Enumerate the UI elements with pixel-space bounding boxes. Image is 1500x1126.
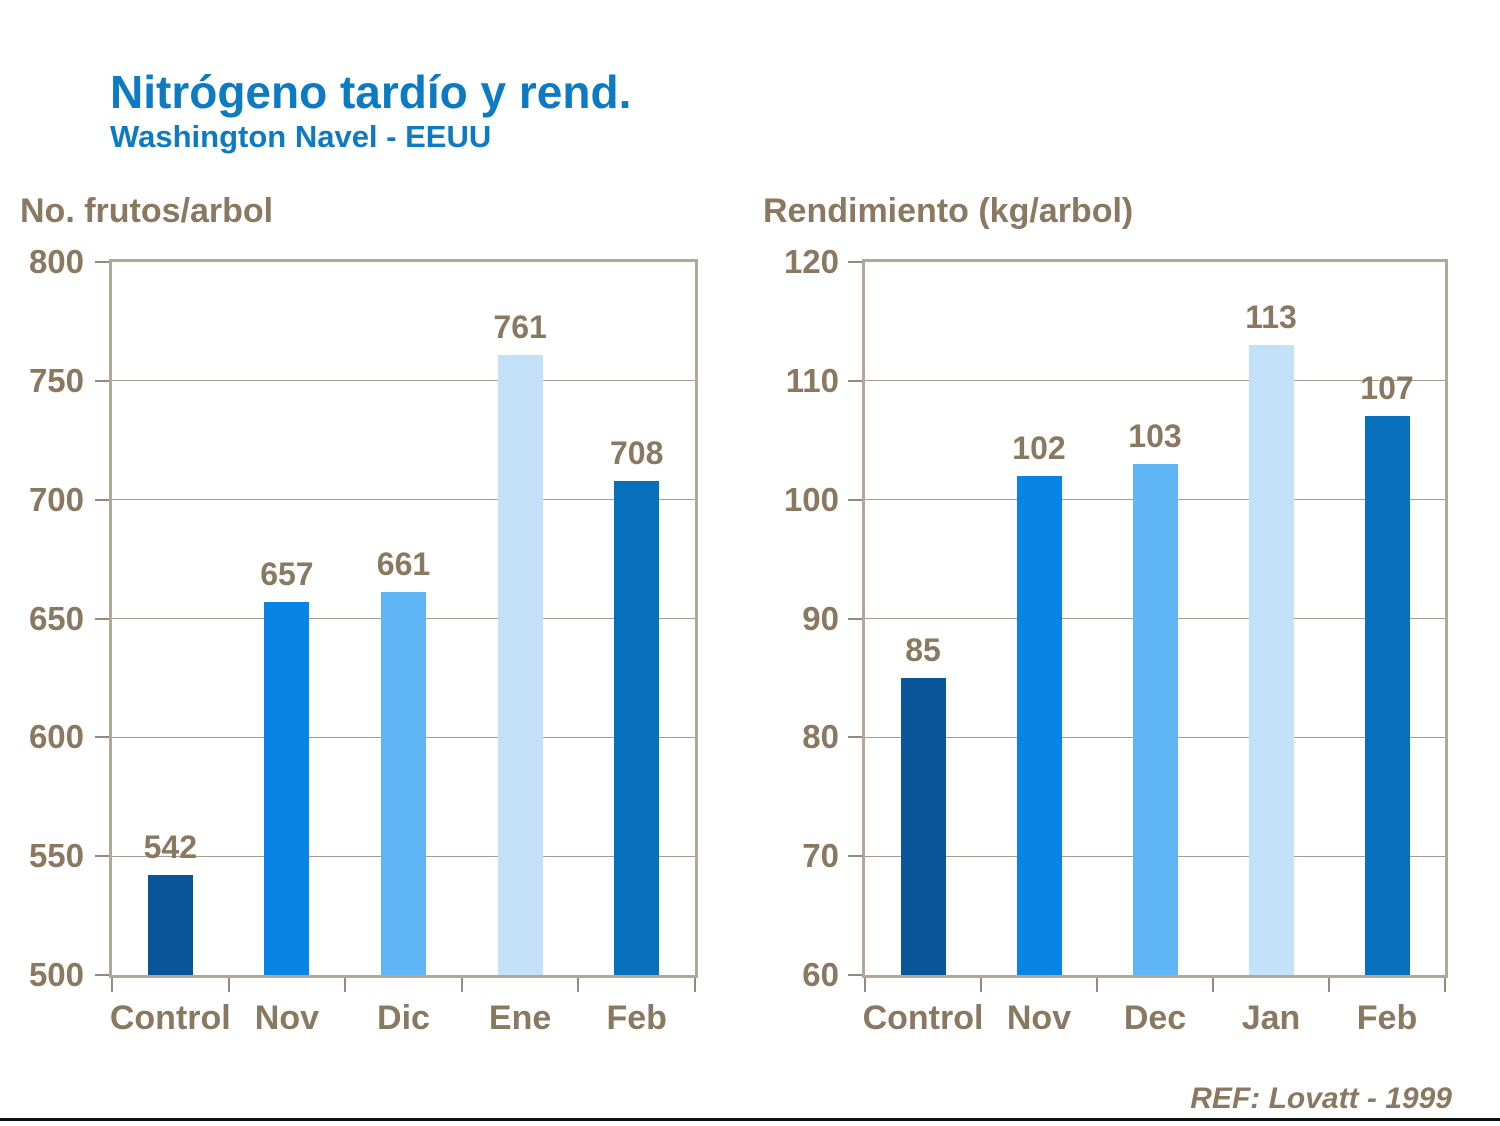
x-axis-category-label: Ene bbox=[488, 999, 552, 1037]
x-axis-tick bbox=[1328, 978, 1330, 992]
bar-ene bbox=[497, 354, 543, 975]
bar-dic bbox=[381, 592, 426, 975]
y-axis-tick bbox=[848, 855, 862, 858]
y-axis-tick bbox=[95, 379, 109, 382]
bar-value-label: 102 bbox=[1012, 429, 1066, 466]
y-axis-tick-label: 550 bbox=[28, 837, 84, 875]
y-axis-tick bbox=[848, 617, 862, 620]
x-axis-tick bbox=[344, 978, 347, 992]
x-axis-category-label: Nov bbox=[1006, 999, 1072, 1037]
bottom-divider-line bbox=[0, 1118, 1500, 1121]
bar-nov bbox=[1016, 475, 1062, 975]
y-axis-tick bbox=[95, 855, 109, 858]
y-axis-tick bbox=[95, 617, 109, 620]
y-axis-tick-label: 100 bbox=[783, 480, 839, 518]
x-axis-tick bbox=[1212, 978, 1214, 992]
plot-area bbox=[862, 259, 1448, 978]
y-axis-tick-label: 750 bbox=[28, 361, 84, 399]
bar-value-label: 113 bbox=[1245, 299, 1297, 336]
y-axis-tick-label: 90 bbox=[802, 599, 839, 637]
x-axis-tick bbox=[460, 978, 463, 992]
x-axis-category-label: Nov bbox=[254, 999, 319, 1037]
y-axis-tick-label: 700 bbox=[28, 480, 84, 518]
x-axis-category-label: Feb bbox=[606, 999, 667, 1037]
reference-citation: REF: Lovatt - 1999 bbox=[1190, 1082, 1452, 1115]
gridline bbox=[112, 380, 695, 382]
plot-area bbox=[109, 259, 698, 978]
bar-dec bbox=[1132, 464, 1178, 975]
x-axis-tick bbox=[111, 978, 113, 992]
y-axis-tick-label: 60 bbox=[802, 956, 839, 993]
page-title: Nitrógeno tardío y rend. bbox=[110, 66, 632, 118]
bar-value-label: 657 bbox=[260, 555, 314, 592]
y-axis-tick bbox=[848, 736, 862, 739]
y-axis-tick bbox=[848, 974, 862, 976]
gridline bbox=[112, 499, 695, 501]
y-axis-tick-label: 650 bbox=[28, 599, 84, 637]
bar-value-label: 85 bbox=[905, 631, 941, 668]
x-axis-tick bbox=[1096, 978, 1098, 992]
x-axis-tick bbox=[227, 978, 230, 992]
x-axis-category-label: Dic bbox=[377, 999, 430, 1037]
y-axis-tick bbox=[848, 498, 862, 501]
bar-value-label: 107 bbox=[1360, 370, 1414, 407]
right-chart-title: Rendimiento (kg/arbol) bbox=[763, 192, 1134, 230]
y-axis-tick bbox=[95, 261, 109, 263]
x-axis-category-label: Dec bbox=[1123, 999, 1187, 1037]
bar-value-label: 708 bbox=[609, 434, 664, 471]
x-axis-tick bbox=[1444, 978, 1446, 992]
y-axis-tick bbox=[95, 498, 109, 501]
title-block: Nitrógeno tardío y rend. Washington Nave… bbox=[110, 66, 631, 156]
x-axis-category-label: Feb bbox=[1356, 999, 1418, 1037]
y-axis-tick-label: 70 bbox=[802, 837, 839, 875]
bar-control bbox=[900, 677, 946, 975]
y-axis-tick-label: 500 bbox=[28, 956, 84, 993]
x-axis-tick bbox=[694, 978, 696, 992]
bar-feb bbox=[614, 480, 660, 975]
y-axis-tick-label: 80 bbox=[802, 718, 839, 756]
y-axis-tick-label: 120 bbox=[783, 243, 839, 280]
y-axis-tick-label: 800 bbox=[28, 243, 84, 280]
bar-jan bbox=[1248, 345, 1294, 975]
bar-value-label: 661 bbox=[376, 546, 431, 583]
y-axis-tick bbox=[95, 736, 109, 739]
x-axis-tick bbox=[864, 978, 866, 992]
bar-value-label: 761 bbox=[493, 308, 547, 345]
bar-feb bbox=[1364, 416, 1410, 975]
y-axis-tick bbox=[848, 261, 862, 263]
bar-nov bbox=[264, 601, 310, 975]
x-axis-tick bbox=[577, 978, 580, 992]
bar-control bbox=[147, 875, 193, 975]
x-axis-category-label: Control bbox=[109, 999, 231, 1037]
bar-value-label: 542 bbox=[143, 829, 197, 866]
x-axis-category-label: Jan bbox=[1241, 999, 1301, 1037]
x-axis-tick bbox=[980, 978, 982, 992]
left-chart-title: No. frutos/arbol bbox=[20, 192, 274, 230]
x-axis-category-label: Control bbox=[862, 999, 984, 1037]
page-subtitle: Washington Navel - EEUU bbox=[110, 119, 492, 154]
y-axis-tick-label: 600 bbox=[28, 718, 84, 756]
bar-value-label: 103 bbox=[1128, 418, 1182, 455]
y-axis-tick-label: 110 bbox=[785, 361, 839, 399]
y-axis-tick bbox=[95, 974, 109, 976]
y-axis-tick bbox=[848, 379, 862, 382]
gridline bbox=[865, 380, 1445, 382]
